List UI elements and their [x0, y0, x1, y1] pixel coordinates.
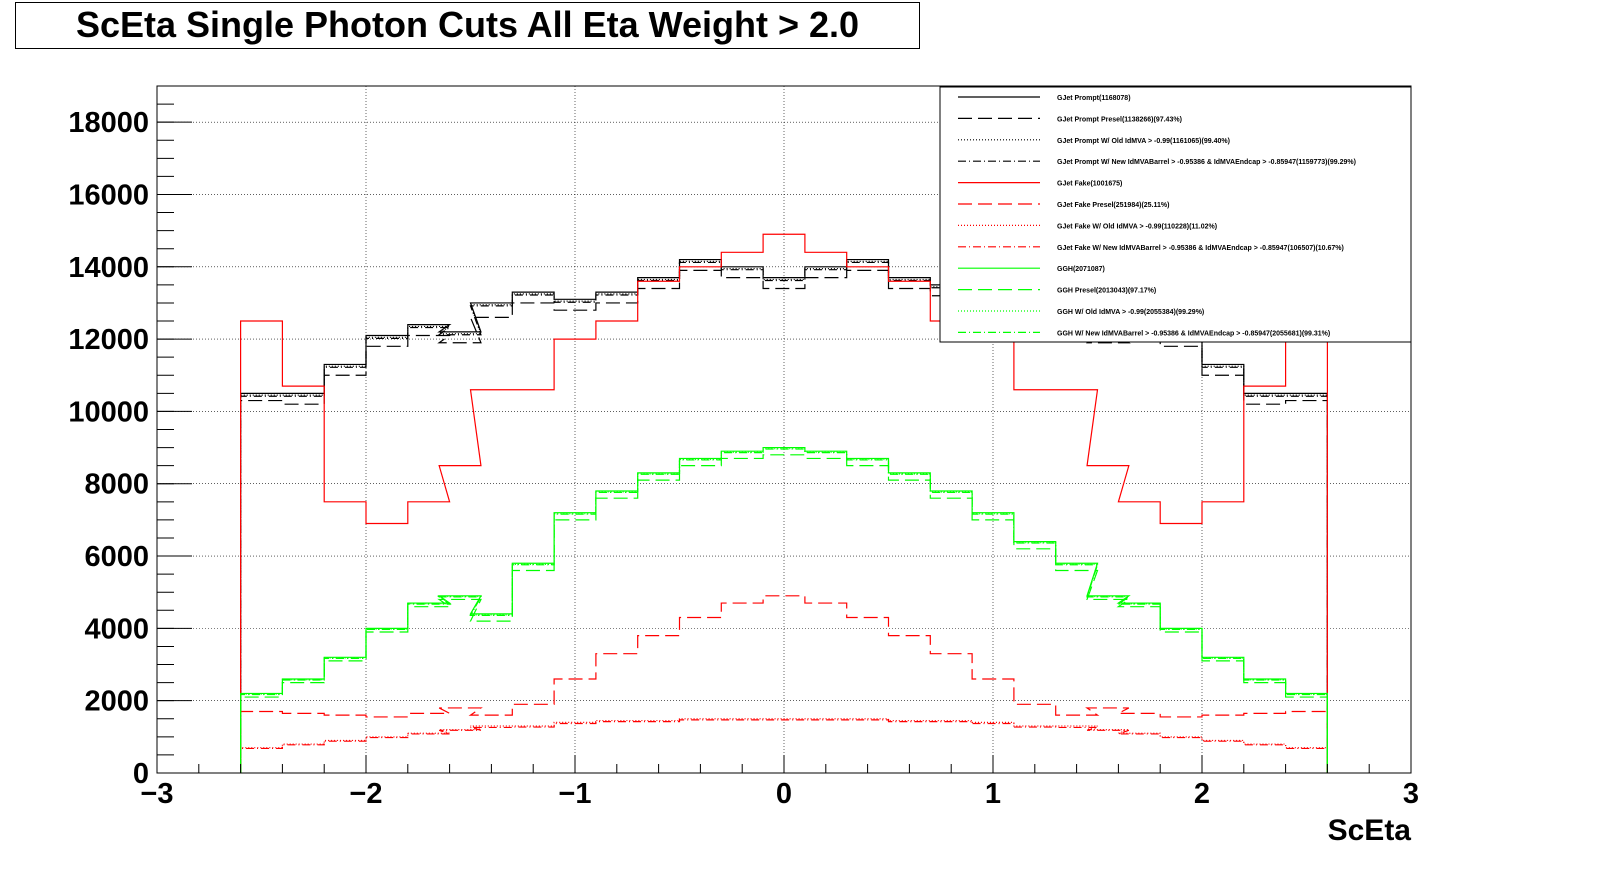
series-line-9: [240, 446, 1328, 773]
y-tick-label: 16000: [68, 179, 149, 211]
x-tick-label: −3: [140, 778, 173, 810]
legend: GJet Prompt(1168078) GJet Prompt Presel(1…: [939, 86, 1412, 343]
y-tick-label: 12000: [68, 324, 149, 356]
x-tick-label: 3: [1403, 778, 1419, 810]
legend-entry: GJet Prompt W/ New IdMVABarrel > -0.9538…: [1057, 159, 1356, 166]
series-line-6: [240, 595, 1328, 773]
legend-entry: GGH W/ New IdMVABarrel > -0.95386 & IdMV…: [1057, 330, 1330, 337]
x-tick-label: 0: [776, 778, 792, 810]
y-tick-label: 4000: [84, 613, 149, 645]
chart-title: ScEta Single Photon Cuts All Eta Weight …: [75, 4, 860, 45]
y-tick-label: 18000: [68, 107, 149, 139]
x-tick-label: 2: [1194, 778, 1210, 810]
y-tick-label: 8000: [84, 469, 149, 501]
x-tick-label: −2: [349, 778, 382, 810]
legend-entry: GJet Prompt W/ Old IdMVA > -0.99(1161065…: [1057, 138, 1230, 145]
y-tick-label: 14000: [68, 252, 149, 284]
y-tick-label: 10000: [68, 396, 149, 428]
title-box: ScEta Single Photon Cuts All Eta Weight …: [15, 2, 920, 49]
series-line-8: [240, 719, 1328, 773]
series-layer: [240, 233, 1328, 773]
x-axis-label: ScEta: [1328, 814, 1412, 847]
series-line-2: [240, 269, 1328, 773]
legend-entry: GJet Prompt Presel(1138266)(97.43%): [1057, 116, 1182, 123]
x-tick-label: 1: [985, 778, 1001, 810]
y-tick-label: 6000: [84, 541, 149, 573]
legend-entry: GGH(2071087): [1057, 266, 1105, 273]
axis-layer: −3 −2 −1 0 1 2 3 0 2000 4000 6000 8000 10000 12000 140…: [68, 85, 1419, 810]
legend-entry: GJet Prompt(1168078): [1057, 95, 1131, 102]
y-tick-label: 0: [133, 758, 149, 790]
y-tick-label: 2000: [84, 686, 149, 718]
legend-entry: GJet Fake(1001675): [1057, 181, 1122, 188]
series-line-7: [240, 718, 1328, 773]
legend-entry: GGH W/ Old IdMVA > -0.99(2055384)(99.29%…: [1057, 309, 1204, 316]
x-tick-label: −1: [558, 778, 591, 810]
legend-entry: GGH Presel(2013043)(97.17%): [1057, 288, 1156, 295]
legend-entry: GJet Fake W/ New IdMVABarrel > -0.95386 …: [1057, 245, 1344, 252]
series-line-10: [240, 454, 1328, 773]
series-line-5: [240, 233, 1328, 773]
legend-entry: GJet Fake Presel(251984)(25.11%): [1057, 202, 1169, 209]
legend-items: GJet Prompt(1168078) GJet Prompt Presel(1…: [958, 95, 1356, 337]
legend-entry: GJet Fake W/ Old IdMVA > -0.99(110228)(1…: [1057, 223, 1217, 230]
legend-box: [939, 86, 1412, 343]
series-line-12: [240, 448, 1328, 773]
